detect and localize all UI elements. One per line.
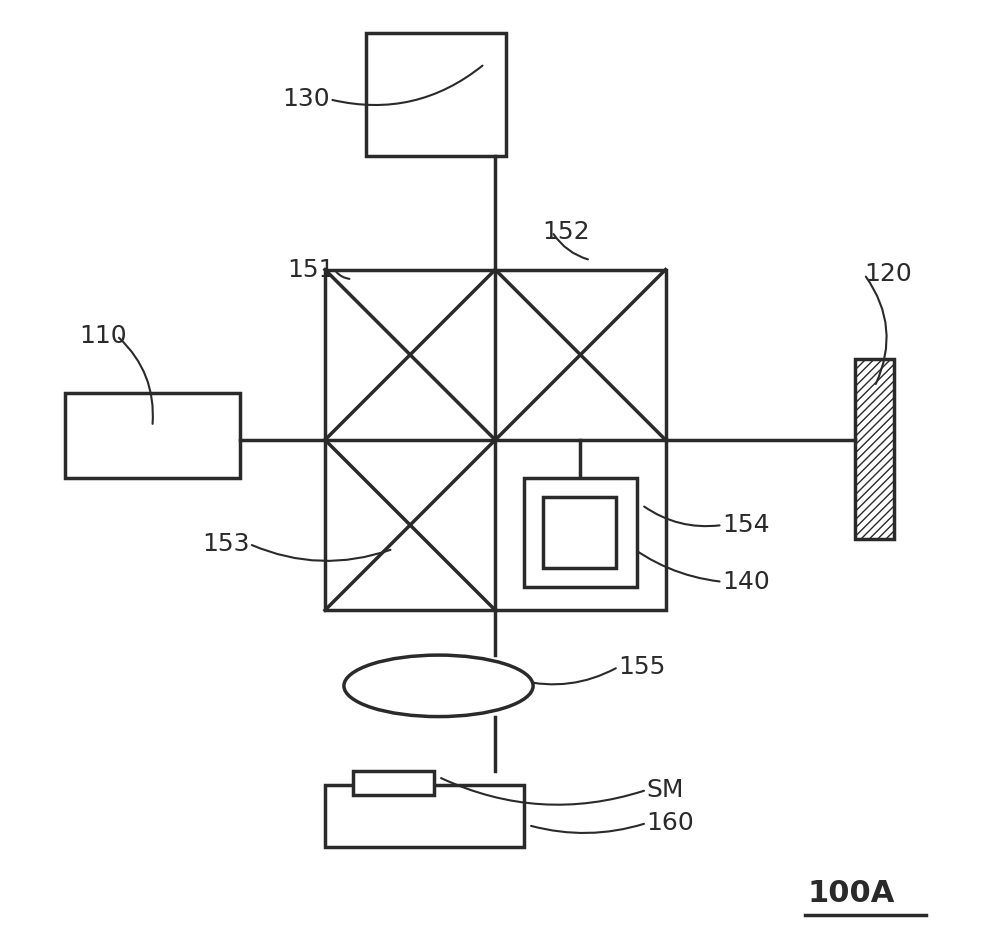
Text: 120: 120 — [864, 262, 912, 287]
Bar — [855, 359, 894, 539]
Text: SM: SM — [647, 778, 684, 802]
Text: 140: 140 — [722, 569, 770, 594]
Bar — [65, 393, 240, 478]
Text: 154: 154 — [722, 513, 770, 537]
Bar — [543, 497, 616, 568]
Text: 110: 110 — [79, 324, 127, 348]
Text: 160: 160 — [647, 811, 694, 835]
Text: 130: 130 — [282, 87, 330, 112]
Text: 151: 151 — [287, 257, 335, 282]
Text: 152: 152 — [543, 219, 590, 244]
Bar — [366, 33, 506, 156]
Bar — [353, 771, 434, 795]
Text: 153: 153 — [202, 532, 250, 556]
Bar — [524, 478, 637, 587]
Text: 155: 155 — [618, 655, 666, 679]
Text: 100A: 100A — [807, 880, 895, 908]
Bar — [325, 785, 524, 847]
Bar — [325, 270, 666, 610]
Ellipse shape — [344, 655, 533, 717]
